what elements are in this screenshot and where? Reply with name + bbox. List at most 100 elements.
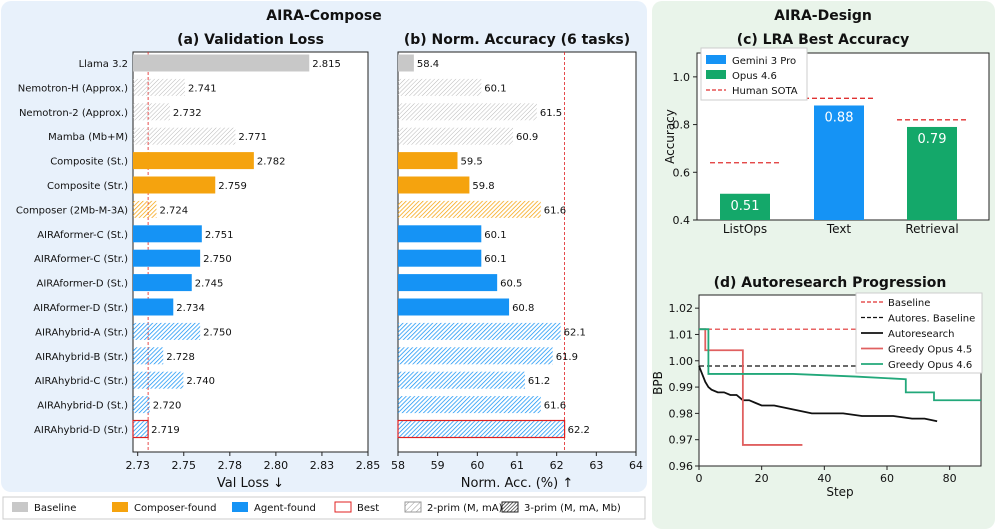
model-label: Composite (St.) — [50, 157, 128, 168]
legend-label: 2-prim (M, mA) — [427, 503, 503, 514]
a-tick-label: 2.73 — [125, 459, 150, 472]
b-value-label: 61.6 — [544, 401, 566, 412]
d-series-line — [699, 328, 981, 402]
b-xlabel: Norm. Acc. (%) ↑ — [461, 476, 573, 491]
a-value-label: 2.782 — [257, 157, 286, 168]
a-bar — [133, 176, 216, 194]
b-value-label: 59.5 — [461, 157, 483, 168]
a-value-label: 2.745 — [195, 279, 224, 290]
a-bar — [133, 396, 150, 414]
b-tick-label: 59 — [431, 459, 445, 472]
legend-swatch — [112, 502, 128, 512]
b-value-label: 61.5 — [540, 108, 562, 119]
b-value-label: 60.1 — [484, 230, 506, 241]
b-bar — [398, 103, 537, 121]
a-bar — [133, 298, 174, 316]
legend-swatch — [12, 502, 28, 512]
model-label: AIRAhybrid-A (Str.) — [35, 327, 128, 338]
d-tick-label: 0.97 — [669, 434, 694, 447]
c-legend-label: Gemini 3 Pro — [732, 56, 796, 67]
c-bar — [814, 105, 864, 220]
legend-swatch — [232, 502, 248, 512]
b-tick-label: 62 — [550, 459, 564, 472]
a-tick-label: 2.80 — [264, 459, 289, 472]
b-bar — [398, 274, 498, 292]
c-tick-label: 0.6 — [673, 166, 691, 179]
a-tick-label: 2.75 — [172, 459, 197, 472]
a-value-label: 2.759 — [218, 181, 247, 192]
d-tick-label: 0.96 — [669, 460, 694, 473]
a-bar — [133, 152, 254, 170]
d-series-line — [698, 365, 938, 423]
b-value-label: 61.6 — [544, 205, 566, 216]
b-bar — [398, 54, 414, 72]
a-value-label: 2.720 — [153, 401, 182, 412]
a-bar — [133, 371, 184, 389]
legend-swatch — [334, 501, 352, 513]
legend-label: Agent-found — [254, 503, 316, 514]
c-legend-swatch — [706, 55, 726, 64]
lra-best-accuracy-chart: (c) LRA Best Accuracy 0.51 ListOps 0.88 Text… — [663, 32, 990, 236]
d-tick-label: 20 — [755, 472, 769, 485]
b-value-label: 58.4 — [417, 59, 439, 70]
autoresearch-progression-chart: (d) Autoresearch Progression 0 20 40 60 80 0.9… — [651, 275, 983, 499]
a-value-label: 2.728 — [166, 352, 195, 363]
c-bar — [907, 126, 957, 220]
a-bar — [133, 322, 201, 340]
a-value-label: 2.750 — [203, 254, 232, 265]
a-value-label: 2.751 — [205, 230, 234, 241]
b-bar — [398, 347, 553, 365]
a-bar — [133, 103, 170, 121]
model-label: AIRAformer-C (Str.) — [34, 254, 128, 265]
d-tick-label: 1.00 — [669, 355, 694, 368]
a-tick-label: 2.85 — [356, 459, 381, 472]
model-label: Nemotron-2 (Approx.) — [19, 108, 128, 119]
a-value-label: 2.815 — [312, 59, 341, 70]
model-label: Composite (Str.) — [47, 181, 128, 192]
model-label: AIRAformer-D (Str.) — [33, 303, 128, 314]
c-legend-label: Human SOTA — [732, 86, 798, 97]
c-legend-label: Opus 4.6 — [732, 71, 777, 82]
c-category-label: ListOps — [723, 222, 767, 236]
b-value-label: 61.9 — [556, 352, 578, 363]
d-tick-label: 1.02 — [669, 302, 694, 315]
model-label: AIRAhybrid-D (St.) — [37, 401, 128, 412]
c-category-label: Text — [826, 222, 852, 236]
model-label: Nemotron-H (Approx.) — [18, 83, 128, 94]
legend-frame — [2, 496, 646, 520]
aira-compose-title: AIRA-Compose — [266, 8, 381, 24]
model-label: AIRAhybrid-C (Str.) — [35, 376, 128, 387]
b-value-label: 60.1 — [484, 254, 506, 265]
c-value-label: 0.79 — [918, 132, 947, 147]
d-tick-label: 40 — [817, 472, 831, 485]
b-tick-label: 60 — [470, 459, 484, 472]
legend-swatch — [501, 501, 519, 513]
a-tick-label: 2.78 — [218, 459, 243, 472]
d-tick-label: 1.01 — [669, 328, 694, 341]
a-bar — [133, 225, 202, 243]
d-tick-label: 0.98 — [669, 407, 694, 420]
c-tick-label: 0.4 — [673, 214, 691, 227]
b-bar — [398, 396, 541, 414]
b-bar — [398, 200, 541, 218]
d-tick-label: 0 — [696, 472, 703, 485]
a-bar — [133, 249, 201, 267]
a-tick-label: 2.83 — [310, 459, 335, 472]
a-value-label: 2.732 — [173, 108, 202, 119]
b-bar — [398, 225, 482, 243]
b-value-label: 62.2 — [568, 425, 590, 436]
d-legend-label: Baseline — [888, 298, 930, 309]
b-value-label: 60.9 — [516, 132, 538, 143]
model-label: AIRAformer-C (St.) — [37, 230, 128, 241]
d-legend-label: Autores. Baseline — [888, 314, 975, 325]
b-tick-label: 61 — [510, 459, 524, 472]
model-label: Llama 3.2 — [79, 59, 128, 70]
b-value-label: 60.5 — [500, 279, 522, 290]
b-bar — [398, 371, 525, 389]
b-bar — [397, 419, 566, 439]
bottom-legend: Baseline Composer-found Agent-found Best 2-p… — [2, 496, 646, 520]
b-bar — [398, 78, 482, 96]
legend-label: Composer-found — [134, 503, 216, 514]
a-value-label: 2.741 — [188, 83, 217, 94]
c-ylabel: Accuracy — [663, 109, 677, 164]
